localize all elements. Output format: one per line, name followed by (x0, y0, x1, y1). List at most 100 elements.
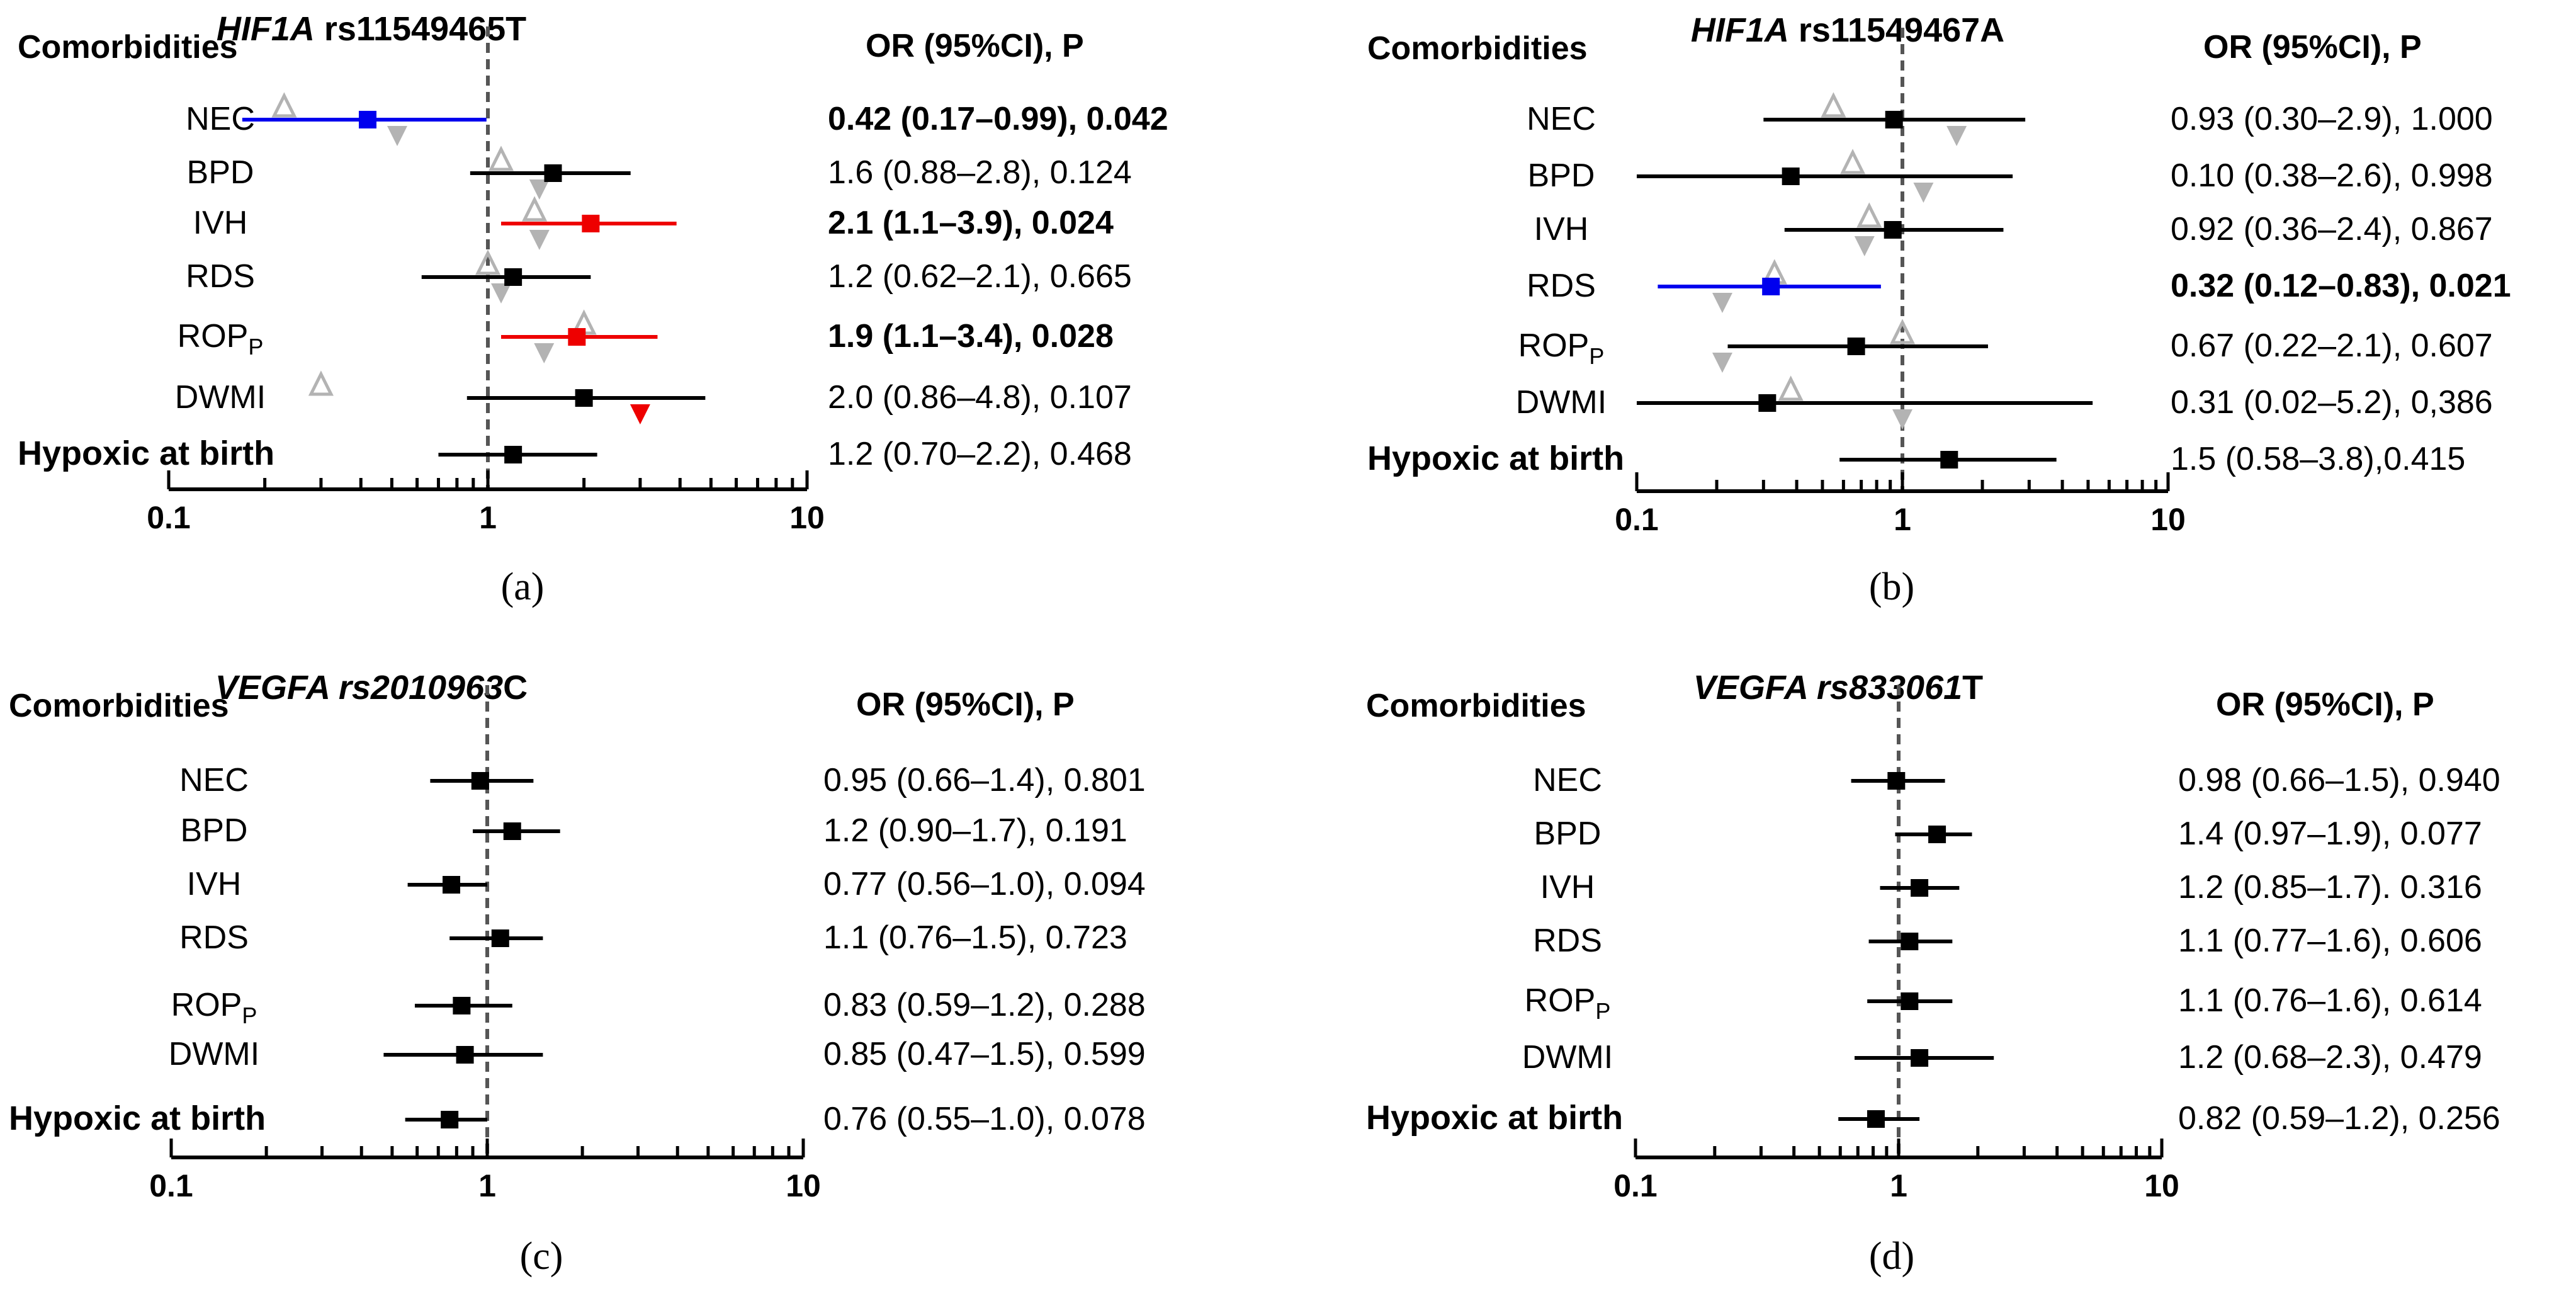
panel-title-gene: VEGFA rs833061 (1693, 669, 1962, 707)
or-text: 1.6 (0.88–2.8), 0.124 (828, 154, 1132, 191)
or-point (503, 822, 521, 840)
row-label: Hypoxic at birth (1366, 1099, 1623, 1137)
or-text: 1.1 (0.76–1.5), 0.723 (823, 919, 1127, 956)
or-point (1762, 278, 1780, 295)
x-tick-label: 1 (1890, 1168, 1907, 1203)
row-label: ROPP (171, 987, 257, 1028)
row-label-text: Hypoxic at birth (1367, 440, 1624, 477)
row-header: Comorbidities (18, 29, 238, 65)
or-point (1887, 772, 1906, 790)
or-header: OR (95%CI), P (2216, 686, 2434, 723)
row-label-text: RDS (179, 919, 249, 956)
row-label-text: DWMI (175, 379, 266, 416)
triangle-up-marker (1778, 375, 1804, 401)
or-point (443, 876, 461, 894)
or-text: 0.42 (0.17–0.99), 0.042 (828, 101, 1168, 137)
or-point (504, 446, 523, 463)
row-label: BPD (1534, 815, 1602, 852)
row-label: NEC (1533, 762, 1602, 798)
or-text: 0.76 (0.55–1.0), 0.078 (823, 1101, 1146, 1137)
or-point (544, 164, 562, 182)
row-label-text: RDS (1533, 923, 1602, 959)
or-point (1911, 879, 1929, 897)
row-label-text: Hypoxic at birth (18, 435, 274, 472)
or-header: OR (95%CI), P (856, 686, 1075, 723)
row-label: ROPP (1518, 327, 1605, 369)
or-point (1884, 221, 1902, 239)
row-label-text: BPD (1528, 157, 1595, 194)
panel-title-variant: T (1962, 669, 1983, 707)
triangle-up-marker (271, 92, 297, 118)
row-label-text: ROP (171, 987, 242, 1023)
row-label: Hypoxic at birth (9, 1099, 266, 1137)
or-text: 0.93 (0.30–2.9), 1.000 (2171, 101, 2493, 137)
triangle-down-marker (1892, 409, 1912, 429)
row-label: BPD (187, 154, 254, 191)
or-point (441, 1111, 459, 1128)
or-text: 1.1 (0.77–1.6), 0.606 (2178, 923, 2482, 959)
or-point (358, 111, 376, 128)
forest-panel-b: HIF1A rs11549467A Comorbidities OR (95%CI)… (1367, 11, 2511, 608)
triangle-up-marker (1889, 319, 1916, 344)
row-header: Comorbidities (9, 688, 229, 724)
or-point (1758, 394, 1777, 412)
x-tick-label: 1 (1894, 502, 1911, 537)
row-label-text: ROP (1518, 327, 1590, 364)
panel-title-variant: rs11549465T (315, 10, 526, 48)
or-text: 1.9 (1.1–3.4), 0.028 (828, 318, 1114, 355)
triangle-down-marker (529, 179, 550, 200)
x-tick-label: 10 (786, 1168, 821, 1203)
triangle-down-marker (534, 343, 555, 363)
row-label: RDS (179, 919, 249, 956)
or-point (582, 215, 600, 232)
panel-title: HIF1A rs11549467A (1691, 11, 2004, 49)
or-text: 0.67 (0.22–2.1), 0.607 (2171, 327, 2493, 364)
panel-caption: (c) (520, 1235, 563, 1278)
row-label: IVH (193, 205, 248, 241)
or-point (491, 929, 509, 947)
x-tick-label: 10 (789, 500, 825, 535)
row-label: IVH (1534, 211, 1589, 247)
x-tick-label: 0.1 (147, 500, 191, 535)
or-text: 0.10 (0.38–2.6), 0.998 (2171, 157, 2493, 194)
row-label-subscript: P (1595, 998, 1610, 1024)
row-label-text: IVH (1534, 211, 1589, 247)
row-label-subscript: P (1589, 343, 1604, 369)
row-label-text: ROP (1525, 982, 1596, 1019)
row-label: NEC (1527, 101, 1596, 137)
row-label-text: NEC (179, 762, 249, 798)
or-header: OR (95%CI), P (866, 28, 1084, 64)
or-text: 1.2 (0.68–2.3), 0.479 (2178, 1039, 2482, 1076)
or-point (1901, 992, 1919, 1010)
row-header: Comorbidities (1366, 688, 1586, 724)
triangle-down-marker (1946, 126, 1967, 146)
triangle-up-marker (475, 249, 501, 275)
row-label-text: NEC (1533, 762, 1602, 798)
or-point (1911, 1049, 1929, 1067)
or-text: 1.2 (0.90–1.7), 0.191 (823, 812, 1127, 849)
or-text: 0.82 (0.59–1.2), 0.256 (2178, 1100, 2500, 1137)
or-text: 1.5 (0.58–3.8),0.415 (2171, 441, 2465, 477)
row-label-text: BPD (1534, 815, 1602, 852)
or-point (1885, 111, 1903, 128)
row-label: BPD (1528, 157, 1595, 194)
row-label: IVH (1540, 869, 1595, 906)
row-label-text: DWMI (169, 1036, 259, 1072)
or-text: 0.77 (0.56–1.0), 0.094 (823, 866, 1146, 902)
row-label: BPD (181, 812, 248, 849)
row-label-text: ROP (178, 318, 249, 355)
triangle-up-marker (522, 196, 548, 222)
or-text: 1.4 (0.97–1.9), 0.077 (2178, 815, 2482, 852)
or-point (453, 997, 471, 1014)
panel-title-variant: rs11549467A (1789, 11, 2004, 49)
triangle-down-marker (630, 404, 650, 424)
or-point (456, 1046, 474, 1064)
row-label-text: IVH (187, 866, 242, 902)
or-point (1940, 451, 1958, 469)
or-point (568, 328, 586, 346)
panel-title-variant: C (503, 669, 528, 707)
or-point (471, 772, 489, 790)
or-point (575, 389, 593, 407)
